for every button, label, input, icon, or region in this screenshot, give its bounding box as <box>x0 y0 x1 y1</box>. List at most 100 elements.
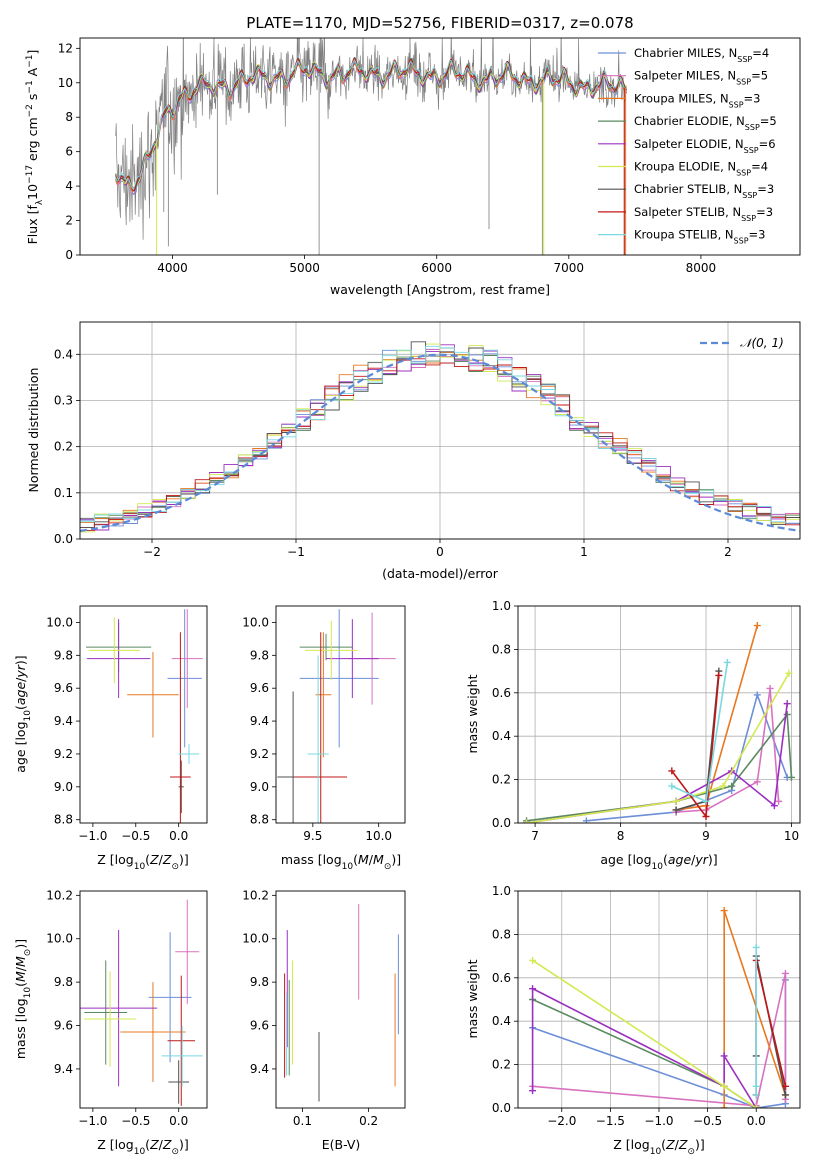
y-tick-label: 1.0 <box>492 599 511 613</box>
y-axis-label: mass weight <box>465 674 480 753</box>
model-line-kroupa-elodie <box>115 57 628 190</box>
y-tick-label: 9.2 <box>250 747 269 761</box>
panel-mass-vs-Z: −1.0 −0.5 0.09.49.69.810.010.2Z [log10(Z/Z… <box>13 888 208 1157</box>
weight-marker <box>781 1091 789 1099</box>
weight-marker <box>770 802 778 810</box>
legend-entry: 𝒩(0, 1) <box>740 336 784 350</box>
legend-sub: SSP <box>729 100 744 109</box>
weight-marker <box>529 956 537 964</box>
x-tick-label: −1.0 <box>644 1114 673 1128</box>
x-axis-label: wavelength [Angstrom, rest frame] <box>330 282 550 297</box>
plot-area <box>86 609 203 823</box>
x-axis-label: Z [log10(Z/Z⊙)] <box>97 852 189 872</box>
y-tick-label: 9.6 <box>250 681 269 695</box>
y-tick-label: 0 <box>65 248 73 262</box>
weight-marker <box>523 819 531 823</box>
panel-mass-vs-EBV: 0.1 0.2 9.4 9.6 9.8 10.0 10.2 E(B-V) <box>242 888 406 1152</box>
x-tick-label: −1.5 <box>596 1114 625 1128</box>
label-part: −1 <box>25 80 35 93</box>
y-tick-label: 10.0 <box>242 615 269 629</box>
label-part: age [log <box>600 852 651 867</box>
panel-spectrum: 4000 5000 6000 7000 8000 0 2 4 6 8 10 12 Chabrier MI… <box>25 37 801 297</box>
label-part: 10 <box>342 862 354 872</box>
axes-frame <box>275 890 406 1109</box>
y-tick-label: 9.4 <box>54 714 73 728</box>
label-part: −17 <box>25 165 35 184</box>
legend-sub: SSP <box>744 145 759 154</box>
y-tick-label: 0.6 <box>492 686 511 700</box>
legend-label: Kroupa STELIB, N <box>634 228 734 242</box>
label-part: Z <box>162 1137 172 1152</box>
plot-area <box>284 904 399 1102</box>
y-axis-label: Normed distribution <box>26 368 41 493</box>
y-tick-label: 10.0 <box>46 932 73 946</box>
weight-marker <box>723 658 731 666</box>
weight-marker <box>781 1082 789 1090</box>
weight-marker <box>752 943 760 951</box>
legend-entry: Salpeter MILES, NSSP=5 <box>634 69 768 87</box>
label-part: Z <box>149 1137 159 1152</box>
axes-frame <box>517 605 801 824</box>
weight-marker <box>753 622 761 630</box>
label-part: ⊙ <box>687 1147 695 1157</box>
axes-frame <box>517 890 801 1109</box>
x-tick-label: 0.2 <box>359 1114 378 1128</box>
label-part: / <box>691 852 696 867</box>
label-part: 10 <box>134 862 146 872</box>
y-tick-label: 0.3 <box>54 393 73 407</box>
weight-marker <box>775 797 783 805</box>
y-tick-label: 1.0 <box>492 884 511 898</box>
weight-marker <box>720 907 728 915</box>
label-part: ] <box>25 50 40 55</box>
figure-title: PLATE=1170, MJD=52756, FIBERID=0317, z=0… <box>246 14 633 32</box>
y-tick-label: 10.0 <box>46 615 73 629</box>
x-tick-label: −2 <box>143 545 161 559</box>
weight-marker <box>720 1052 728 1060</box>
label-part: / <box>369 852 374 867</box>
weight-marker <box>781 969 789 977</box>
legend-sub: SSP <box>736 168 751 177</box>
y-axis-label: age [log10(age/yr)] <box>13 655 33 772</box>
axes-frame <box>275 605 406 824</box>
label-part: 10 <box>25 184 40 200</box>
axes-frame <box>79 890 208 1109</box>
x-axis-label: mass [log10(M/M⊙)] <box>281 852 401 872</box>
legend-label: Salpeter MILES, N <box>634 69 736 83</box>
label-part: ⊙ <box>171 1147 179 1157</box>
x-tick-label: −0.5 <box>693 1114 722 1128</box>
label-part: ( <box>353 852 358 867</box>
y-tick-label: 9.6 <box>54 681 73 695</box>
label-part: ⊙ <box>171 862 179 872</box>
plot-area <box>523 622 795 823</box>
legend-entry: Kroupa MILES, NSSP=3 <box>634 91 760 109</box>
weight-line-salpeter-miles <box>532 973 787 1107</box>
label-part: age <box>13 682 28 706</box>
y-tick-label: 6 <box>65 145 73 159</box>
label-part: Z [log <box>97 1137 133 1152</box>
legend-entry: Salpeter STELIB, NSSP=3 <box>634 205 773 223</box>
x-tick-label: 9 <box>702 829 710 843</box>
weight-marker <box>787 773 795 781</box>
y-tick-label: 0.2 <box>492 773 511 787</box>
legend-suffix: =4 <box>752 46 769 60</box>
legend-sub: SSP <box>736 77 751 86</box>
label-part: )] <box>695 1137 705 1152</box>
panel-residuals: −2 −1 0 1 2 0.0 0.1 0.2 0.3 0.4 𝒩(0, 1) (data-model… <box>26 321 801 581</box>
x-tick-label: 7000 <box>554 261 585 275</box>
weight-marker <box>766 684 774 692</box>
label-part: )] <box>13 939 28 949</box>
y-tick-label: 9.8 <box>54 648 73 662</box>
label-part: ( <box>145 852 150 867</box>
x-tick-label: −1.0 <box>78 829 107 843</box>
y-tick-label: 9.8 <box>250 648 269 662</box>
y-tick-label: 4 <box>65 179 73 193</box>
label-part: )] <box>708 852 718 867</box>
weight-marker <box>752 1091 760 1099</box>
weight-marker <box>529 985 537 993</box>
weight-marker <box>785 669 793 677</box>
label-part: M <box>13 971 28 982</box>
plot-area <box>80 341 800 533</box>
x-tick-label: 2 <box>724 545 732 559</box>
y-tick-label: 2 <box>65 214 73 228</box>
